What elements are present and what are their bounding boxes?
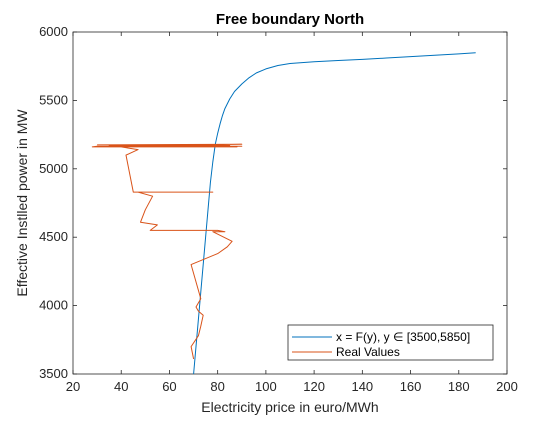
series-line-2 (91, 143, 243, 360)
plot-area (72, 31, 508, 375)
legend: x = F(y), y ∈ [3500,5850] Real Values (287, 324, 494, 361)
y-axis-label: Effective Instlled power in MW (14, 109, 30, 297)
axis-ticks: 20 40 60 80 100 120 140 160 180 200 3500 4000 4500 50… (39, 24, 518, 394)
y-tick-label: 5500 (39, 92, 68, 107)
x-tick-label: 120 (303, 379, 325, 394)
legend-box (287, 324, 494, 361)
x-axis-label: Electricity price in euro/MWh (201, 399, 378, 415)
legend-label-series-2: Real Values (336, 345, 400, 359)
x-tick-label: 100 (255, 379, 277, 394)
y-tick-label: 4500 (39, 229, 68, 244)
y-tick-label: 3500 (39, 366, 68, 381)
series-line-1 (193, 52, 476, 375)
chart-title: Free boundary North (216, 11, 364, 28)
y-tick-label: 5000 (39, 161, 68, 176)
legend-label-series-1: x = F(y), y ∈ [3500,5850] (336, 330, 470, 344)
x-tick-label: 80 (210, 379, 224, 394)
x-tick-label: 20 (66, 379, 80, 394)
x-tick-label: 180 (448, 379, 470, 394)
x-tick-label: 200 (496, 379, 518, 394)
y-tick-label: 4000 (39, 298, 68, 313)
x-tick-label: 160 (400, 379, 422, 394)
series-layer (91, 52, 476, 375)
x-tick-label: 60 (162, 379, 176, 394)
x-tick-label: 140 (351, 379, 373, 394)
y-tick-label: 6000 (39, 24, 68, 39)
x-tick-label: 40 (114, 379, 128, 394)
